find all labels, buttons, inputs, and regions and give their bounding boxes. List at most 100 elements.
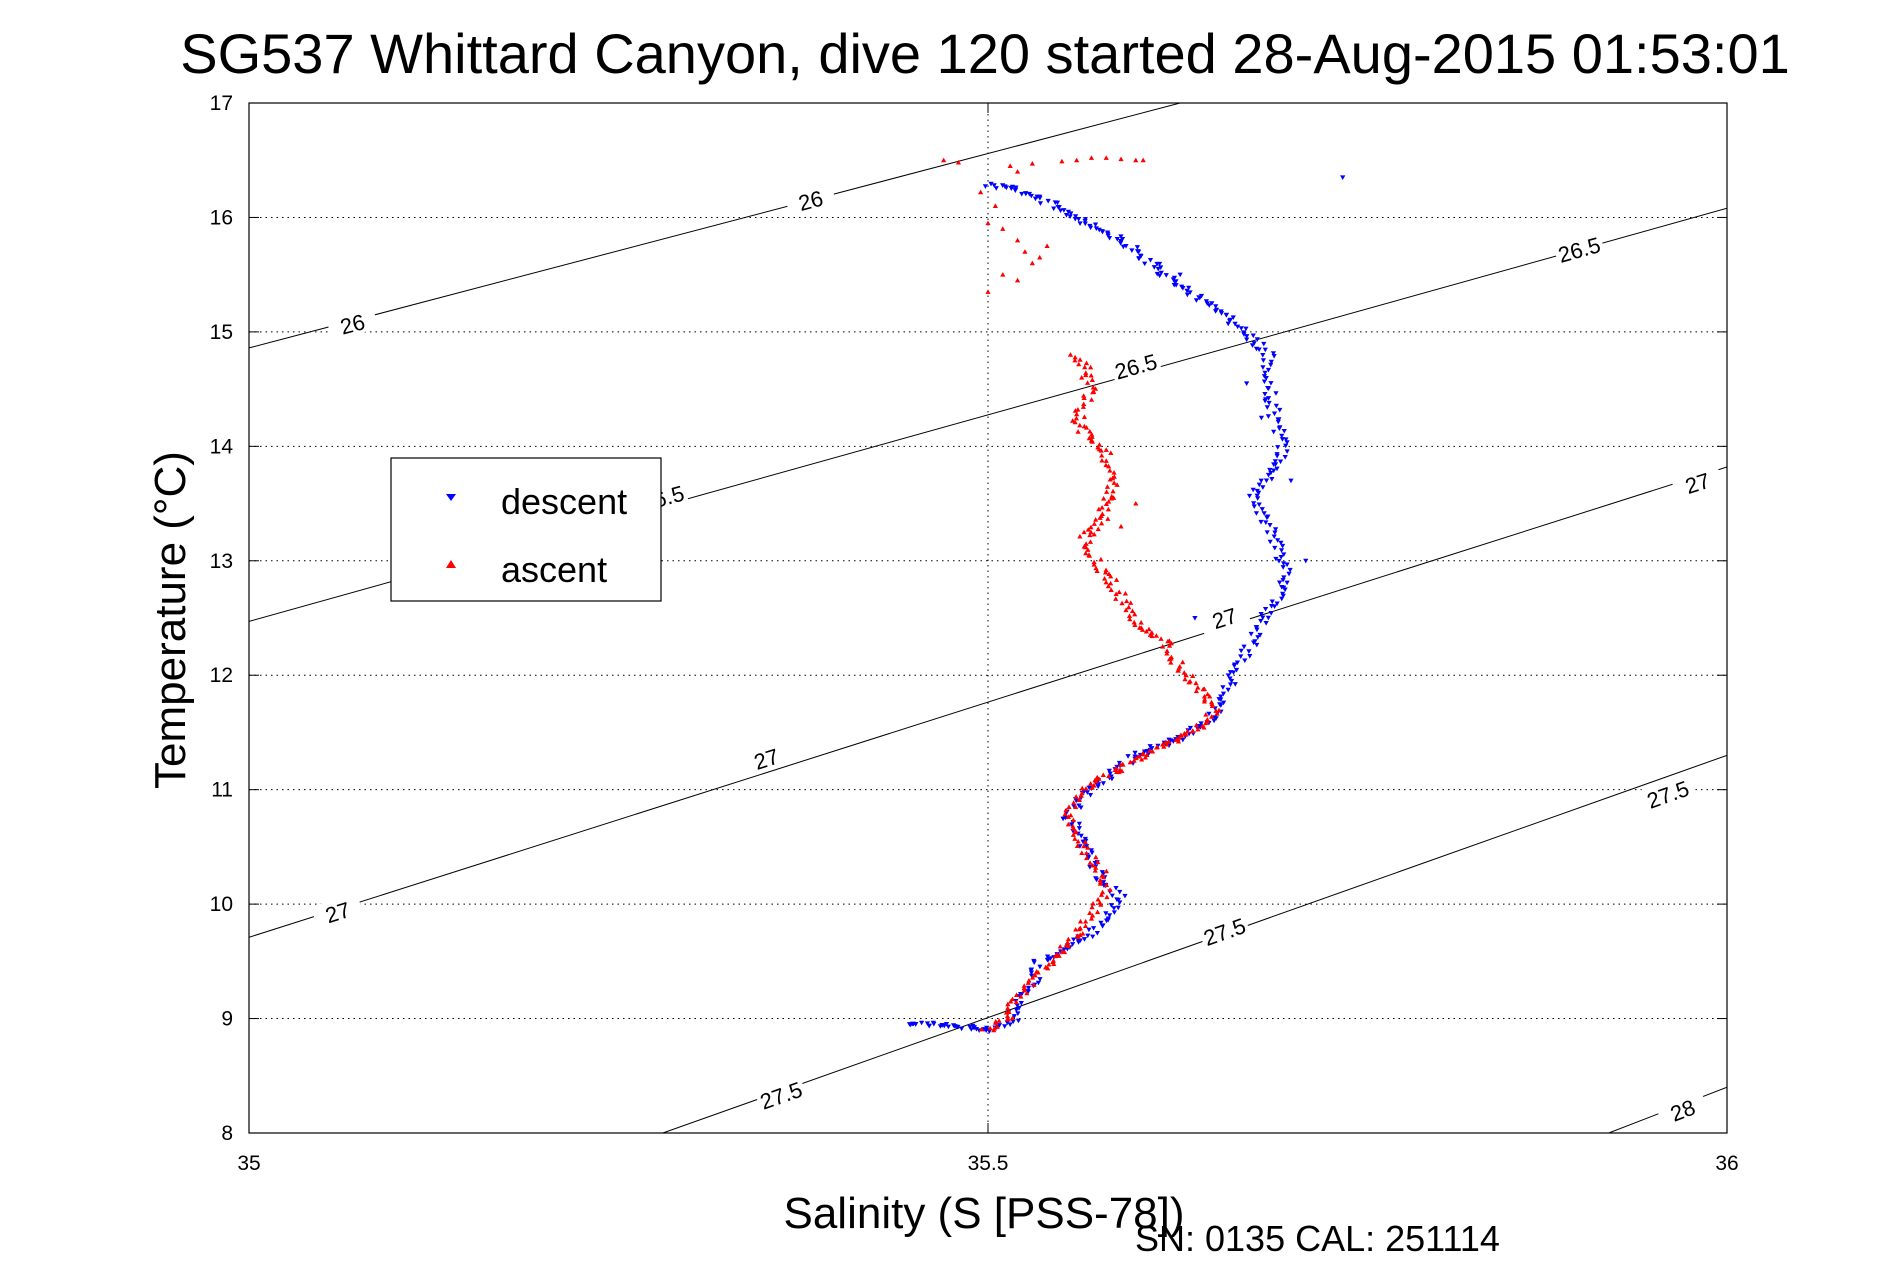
ascent-marker xyxy=(1200,723,1206,729)
descent-marker xyxy=(1220,691,1227,697)
descent-marker xyxy=(1242,658,1248,664)
ascent-marker xyxy=(1089,431,1095,437)
descent-marker xyxy=(950,1023,957,1028)
descent-marker xyxy=(1232,321,1238,327)
ascent-marker xyxy=(1147,748,1153,753)
descent-marker xyxy=(1251,341,1257,346)
ascent-marker xyxy=(1079,790,1085,795)
descent-marker xyxy=(1028,967,1035,973)
descent-marker xyxy=(1068,211,1074,216)
ascent-marker xyxy=(1085,845,1091,850)
ascent-marker xyxy=(1035,969,1041,975)
y-tick-label: 15 xyxy=(210,321,233,344)
ascent-marker xyxy=(1091,389,1097,394)
ascent-marker xyxy=(1084,855,1090,861)
ascent-marker xyxy=(1127,616,1133,622)
descent-marker xyxy=(1265,386,1271,391)
descent-marker xyxy=(1147,258,1154,263)
ascent-marker xyxy=(1107,476,1113,482)
ascent-marker xyxy=(1065,814,1071,819)
descent-marker xyxy=(988,181,994,187)
ascent-marker xyxy=(1120,762,1126,767)
descent-marker xyxy=(1265,472,1272,478)
ascent-marker xyxy=(1111,474,1117,479)
descent-marker xyxy=(1284,449,1290,454)
descent-marker xyxy=(1062,815,1069,821)
ascent-marker xyxy=(1029,974,1036,980)
descent-marker xyxy=(1099,870,1105,875)
contour-label-bg xyxy=(1670,463,1724,501)
ascent-marker xyxy=(1161,744,1167,749)
descent-marker xyxy=(1256,482,1262,488)
contour-label-bg xyxy=(310,892,364,930)
descent-marker xyxy=(1253,346,1260,352)
descent-marker xyxy=(1271,354,1277,359)
descent-marker xyxy=(1086,785,1092,791)
descent-marker xyxy=(1056,205,1062,210)
ascent-marker xyxy=(1184,728,1191,734)
ascent-marker xyxy=(1094,909,1101,915)
descent-marker xyxy=(1265,514,1271,520)
ascent-marker xyxy=(1085,526,1091,532)
ascent-marker xyxy=(1091,782,1097,788)
ascent-marker xyxy=(1202,696,1208,702)
descent-marker xyxy=(1035,980,1042,986)
ascent-marker xyxy=(1126,604,1132,610)
descent-marker xyxy=(1268,611,1274,616)
ascent-marker xyxy=(1081,423,1087,429)
ascent-marker xyxy=(1128,600,1134,605)
contour-label-bg xyxy=(784,181,837,218)
ascent-marker xyxy=(1103,868,1110,874)
descent-marker xyxy=(1255,635,1261,640)
descent-marker xyxy=(1254,642,1260,648)
descent-marker xyxy=(1254,488,1260,494)
descent-marker xyxy=(1031,958,1037,964)
ascent-marker xyxy=(1070,418,1076,423)
ascent-marker xyxy=(1065,821,1071,827)
ascent-marker xyxy=(1168,660,1174,665)
descent-marker xyxy=(1275,445,1281,450)
ascent-marker xyxy=(1087,910,1093,916)
descent-marker xyxy=(1137,253,1144,259)
ascent-marker xyxy=(1203,711,1209,717)
descent-marker xyxy=(1154,261,1160,267)
ascent-marker xyxy=(1065,943,1072,949)
descent-marker xyxy=(1243,326,1249,332)
descent-marker xyxy=(1065,209,1072,215)
ascent-marker xyxy=(1094,774,1100,780)
descent-marker xyxy=(1008,186,1014,191)
ascent-marker xyxy=(1116,589,1122,595)
descent-marker xyxy=(1274,452,1280,457)
ascent-marker xyxy=(1075,407,1081,412)
descent-marker xyxy=(1263,520,1269,526)
descent-marker xyxy=(1071,937,1077,943)
y-tick-label: 10 xyxy=(210,893,233,916)
ascent-marker xyxy=(1103,882,1110,887)
ascent-marker xyxy=(1081,414,1088,419)
descent-marker xyxy=(1244,381,1250,386)
descent-marker xyxy=(1142,261,1148,267)
ascent-marker xyxy=(1074,157,1080,163)
descent-marker xyxy=(1026,191,1033,197)
ascent-marker xyxy=(1070,817,1076,823)
ascent-marker xyxy=(1079,375,1085,380)
ascent-marker xyxy=(1087,860,1093,865)
descent-marker xyxy=(1271,534,1277,540)
ascent-marker xyxy=(1153,633,1159,638)
ascent-marker xyxy=(1164,650,1170,656)
ascent-marker xyxy=(1103,567,1109,573)
ascent-marker xyxy=(1008,998,1014,1004)
ascent-marker xyxy=(1131,619,1137,625)
ascent-marker xyxy=(1193,680,1199,686)
descent-marker xyxy=(1052,200,1058,206)
y-tick-label: 17 xyxy=(210,92,233,115)
ascent-marker xyxy=(1081,393,1087,398)
ascent-marker xyxy=(1022,249,1028,254)
ascent-marker xyxy=(1095,896,1101,902)
ascent-marker xyxy=(1081,843,1087,849)
descent-marker xyxy=(1258,618,1264,624)
descent-marker xyxy=(1233,667,1240,673)
descent-marker xyxy=(1022,191,1029,196)
descent-marker xyxy=(982,184,989,189)
descent-marker xyxy=(1180,737,1186,743)
